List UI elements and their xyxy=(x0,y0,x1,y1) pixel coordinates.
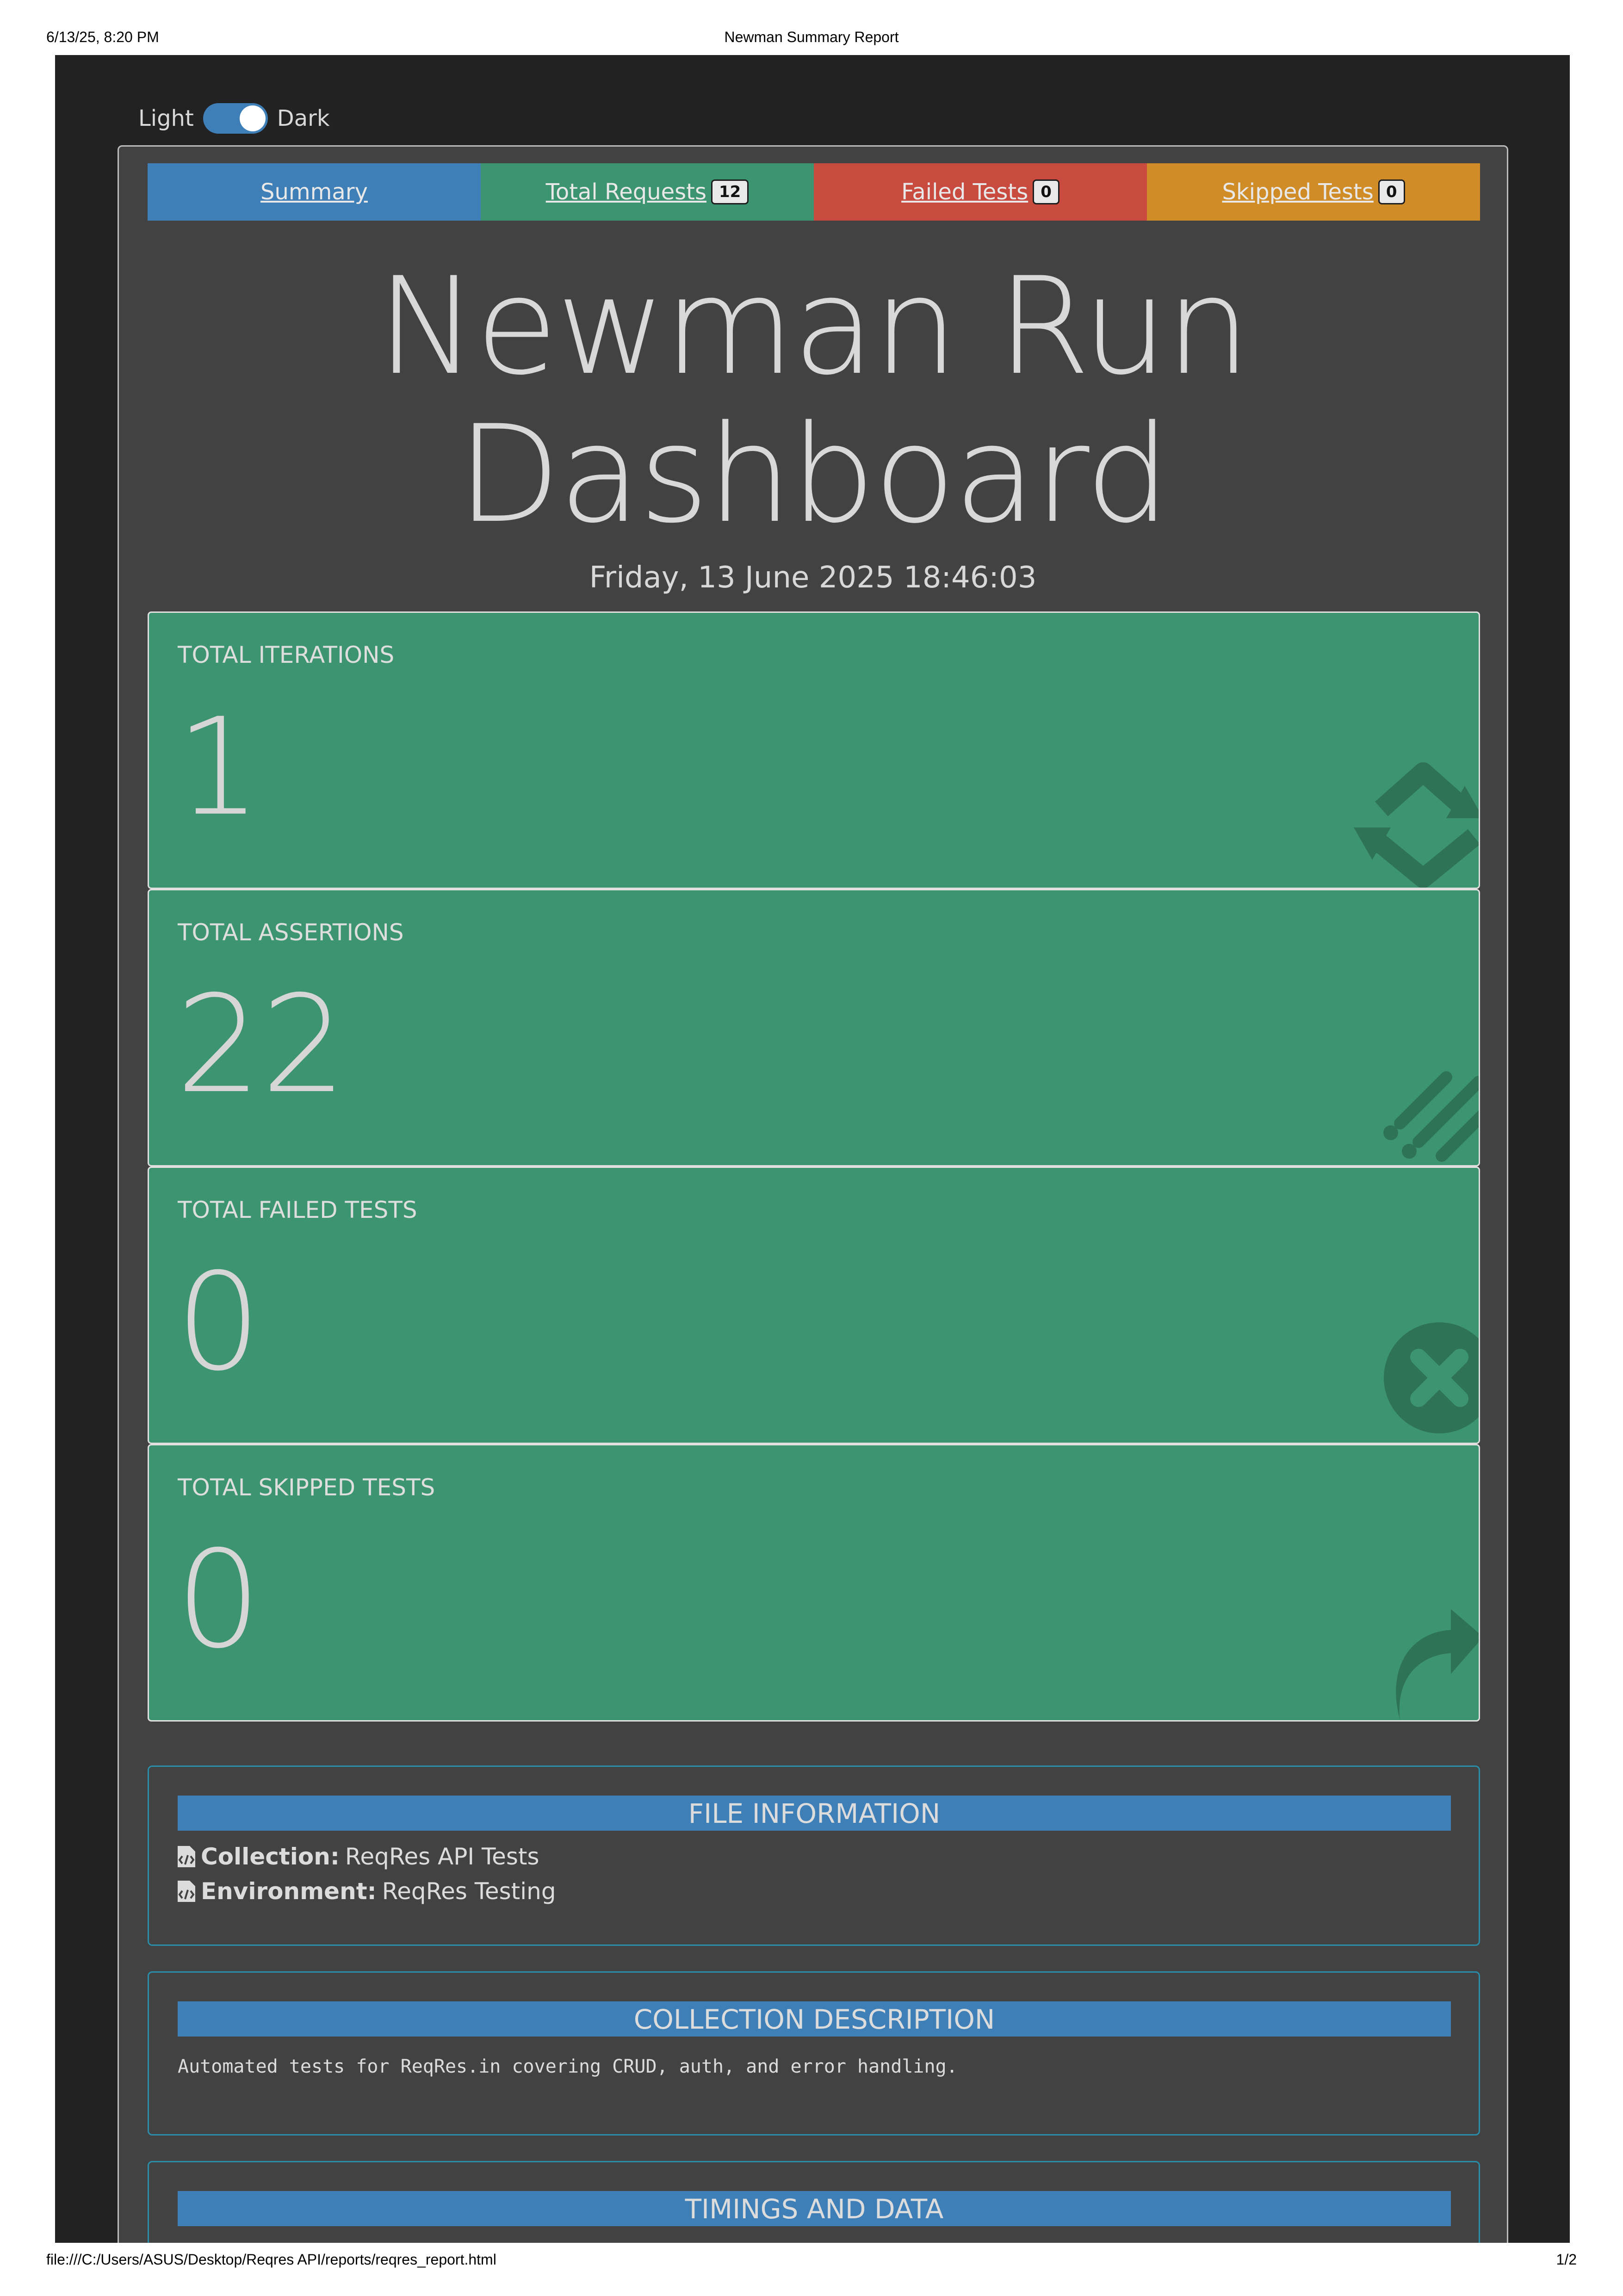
stat-label: Total Failed Tests xyxy=(178,1197,417,1223)
print-url: file:///C:/Users/ASUS/Desktop/Reqres API… xyxy=(46,2251,496,2268)
tasks-icon xyxy=(1383,1071,1479,1162)
page-title-line2: Dashboard xyxy=(457,397,1170,553)
environment-info: Environment: ReqRes Testing xyxy=(178,1878,556,1905)
theme-switch-knob xyxy=(239,105,266,131)
print-footer: file:///C:/Users/ASUS/Desktop/Reqres API… xyxy=(0,2246,1623,2273)
tab-summary-label: Summary xyxy=(260,179,368,205)
stat-value: 0 xyxy=(176,1245,261,1401)
run-date: Friday, 13 June 2025 18:46:03 xyxy=(589,561,1037,595)
stat-total-assertions: Total Assertions 22 xyxy=(148,889,1480,1167)
light-label: Light xyxy=(138,105,194,131)
nav-tabs: Summary Total Requests 12 Failed Tests 0… xyxy=(148,163,1480,221)
stat-label: Total Skipped Tests xyxy=(178,1474,435,1501)
share-arrow-icon xyxy=(1396,1609,1479,1720)
stat-value: 22 xyxy=(176,967,347,1123)
section-heading: TIMINGS AND DATA xyxy=(178,2191,1451,2226)
environment-label: Environment: xyxy=(201,1878,377,1905)
tab-failed-label: Failed Tests xyxy=(901,179,1028,205)
sync-icon xyxy=(1354,762,1479,888)
dark-label: Dark xyxy=(277,105,330,131)
stat-label: Total Assertions xyxy=(178,919,404,946)
tab-skipped-label: Skipped Tests xyxy=(1222,179,1374,205)
stat-value: 1 xyxy=(176,690,261,846)
file-information-section: FILE INFORMATION Collection: ReqRes API … xyxy=(148,1765,1480,1946)
environment-value: ReqRes Testing xyxy=(382,1878,556,1905)
file-code-icon xyxy=(178,1881,195,1902)
stat-total-skipped-tests: Total Skipped Tests 0 xyxy=(148,1444,1480,1722)
stat-label: Total Iterations xyxy=(178,642,395,668)
print-header: 6/13/25, 8:20 PM Newman Summary Report xyxy=(0,0,1623,56)
section-heading: FILE INFORMATION xyxy=(178,1796,1451,1831)
failed-count-badge: 0 xyxy=(1033,179,1059,205)
file-code-icon xyxy=(178,1846,195,1867)
skipped-count-badge: 0 xyxy=(1378,179,1405,205)
print-title: Newman Summary Report xyxy=(724,29,899,45)
page-title: Newman Run Dashboard xyxy=(119,253,1507,549)
section-heading: COLLECTION DESCRIPTION xyxy=(178,2001,1451,2037)
main-card: Summary Total Requests 12 Failed Tests 0… xyxy=(118,145,1508,2243)
collection-value: ReqRes API Tests xyxy=(345,1843,539,1870)
stat-total-iterations: Total Iterations 1 xyxy=(148,611,1480,889)
times-circle-icon xyxy=(1384,1322,1479,1433)
tab-skipped-tests[interactable]: Skipped Tests 0 xyxy=(1147,163,1480,221)
stat-total-failed-tests: Total Failed Tests 0 xyxy=(148,1167,1480,1444)
collection-description-section: COLLECTION DESCRIPTION Automated tests f… xyxy=(148,1971,1480,2136)
collection-description-text: Automated tests for ReqRes.in covering C… xyxy=(178,2056,958,2077)
collection-label: Collection: xyxy=(201,1843,340,1870)
tab-total-requests[interactable]: Total Requests 12 xyxy=(481,163,814,221)
stat-value: 0 xyxy=(176,1522,261,1678)
timings-and-data-section: TIMINGS AND DATA xyxy=(148,2161,1480,2243)
print-page-number: 1/2 xyxy=(1556,2251,1577,2268)
tab-requests-label: Total Requests xyxy=(545,179,706,205)
page-title-line1: Newman Run xyxy=(377,249,1251,405)
theme-toggle: Light Dark xyxy=(138,98,330,139)
collection-info: Collection: ReqRes API Tests xyxy=(178,1843,539,1870)
report-page: Light Dark Summary Total Requests 12 Fai… xyxy=(55,55,1570,2243)
theme-switch[interactable] xyxy=(203,103,268,134)
tab-failed-tests[interactable]: Failed Tests 0 xyxy=(814,163,1147,221)
tab-summary[interactable]: Summary xyxy=(148,163,481,221)
print-date: 6/13/25, 8:20 PM xyxy=(46,29,159,45)
requests-count-badge: 12 xyxy=(711,179,749,205)
